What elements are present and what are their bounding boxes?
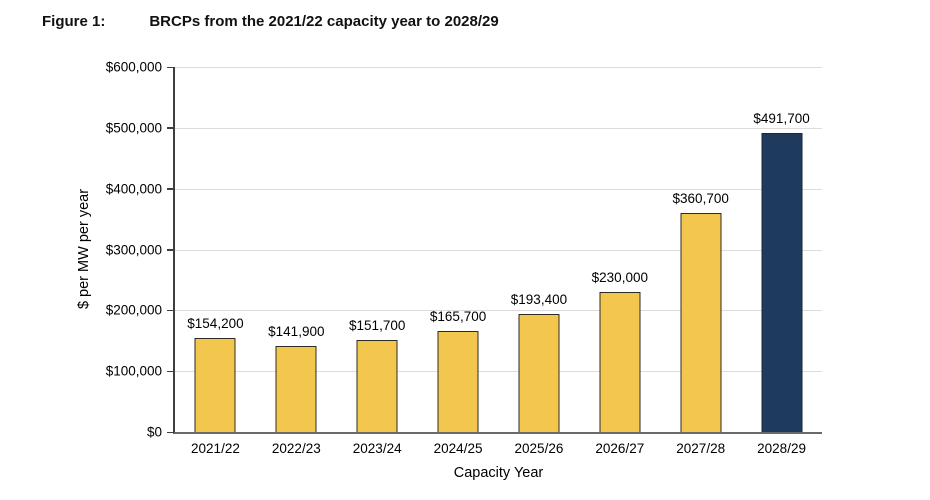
- bar-value-label: $193,400: [510, 292, 568, 308]
- figure-caption: Figure 1: BRCPs from the 2021/22 capacity…: [42, 13, 499, 30]
- y-tick-label: $500,000: [105, 120, 162, 136]
- bar-2021-22: [194, 338, 236, 432]
- bar-value-label: $151,700: [349, 317, 406, 333]
- x-tick-label: 2027/28: [676, 441, 726, 456]
- y-tick-label: $400,000: [105, 181, 162, 197]
- bar-2027-28: [680, 212, 722, 432]
- bar-2025-26: [518, 314, 560, 432]
- y-tick-label: $200,000: [105, 302, 162, 318]
- y-tick-label: $100,000: [105, 363, 162, 379]
- gridline: [175, 188, 822, 190]
- bar-2022-23: [275, 345, 317, 432]
- bar-2024-25: [437, 331, 479, 432]
- y-tick-mark: [167, 309, 173, 312]
- y-tick-mark: [167, 431, 173, 433]
- gridline: [175, 249, 822, 251]
- figure-number-label: Figure 1:: [42, 13, 106, 30]
- y-tick-label: $0: [146, 424, 162, 440]
- bar-2023-24: [356, 339, 398, 432]
- plot-area: Capacity Year $0 $100,000 $200,000 $300,000…: [106, 60, 822, 481]
- gridline: [175, 67, 822, 68]
- bar-value-label: $360,700: [672, 190, 729, 206]
- bar-value-label: $491,700: [753, 110, 810, 126]
- x-tick-label: 2025/26: [514, 441, 564, 456]
- bar-value-label: $230,000: [591, 270, 648, 286]
- bar-2028-29: [761, 132, 803, 432]
- gridline: [175, 310, 822, 312]
- y-axis-title: $ per MW per year: [76, 188, 92, 310]
- bar-2026-27: [599, 292, 641, 432]
- figure-title-text: BRCPs from the 2021/22 capacity year to …: [149, 13, 499, 30]
- x-tick-label: 2023/24: [352, 441, 402, 456]
- x-tick-label: 2028/29: [757, 441, 806, 456]
- gridline: [175, 371, 822, 373]
- y-tick-mark: [167, 127, 173, 129]
- x-axis-title: Capacity Year: [453, 465, 544, 481]
- gridline: [175, 127, 822, 129]
- y-tick-mark: [167, 249, 173, 251]
- y-tick-mark: [167, 188, 173, 190]
- y-tick-mark: [167, 66, 173, 68]
- y-tick-mark: [167, 370, 173, 373]
- y-tick-label: $600,000: [105, 59, 162, 75]
- bar-value-label: $154,200: [187, 316, 244, 332]
- y-tick-label: $300,000: [105, 242, 162, 257]
- x-tick-label: 2024/25: [433, 441, 483, 456]
- x-tick-label: 2022/23: [271, 441, 321, 456]
- bar-value-label: $165,700: [429, 309, 487, 325]
- bar-value-label: $141,900: [268, 323, 325, 339]
- x-tick-label: 2021/22: [191, 441, 240, 456]
- x-tick-label: 2026/27: [595, 441, 645, 456]
